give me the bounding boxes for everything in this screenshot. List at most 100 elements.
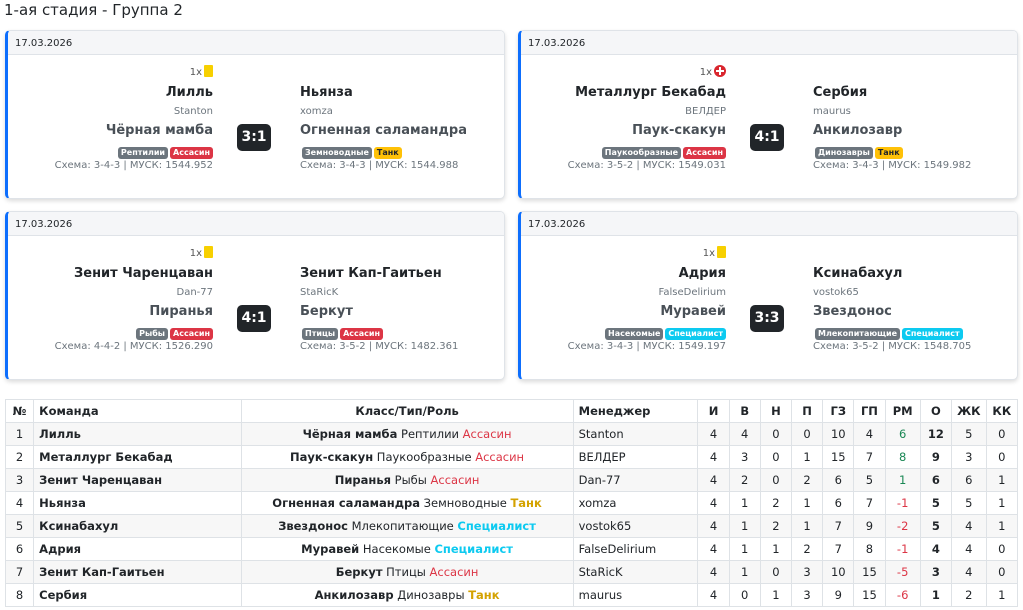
column-header[interactable]: И [697, 399, 730, 423]
badges: Рептилии Ассасин [8, 144, 213, 159]
column-header[interactable]: Менеджер [572, 399, 699, 423]
row-team[interactable]: Ксинабахул [33, 514, 242, 538]
row-type: Насекомые [362, 542, 431, 556]
manager-name[interactable]: vostok65 [813, 287, 859, 298]
row-stat-gd: -1 [884, 491, 921, 515]
match-card[interactable]: 17.03.2026 1x Адрия FalseDelirium Муравей Нас… [518, 211, 1018, 380]
manager-name[interactable]: Stanton [173, 106, 213, 117]
row-team[interactable]: Лилль [33, 422, 242, 446]
column-header[interactable]: № [4, 399, 35, 423]
manager-name[interactable]: xomza [300, 106, 333, 117]
creature-name: Огненная саламандра [300, 123, 467, 138]
team-name[interactable]: Ньянза [300, 85, 353, 100]
table-row[interactable]: 1 Лилль Чёрная мамба Рептилии Ассасин Stant… [4, 422, 1019, 446]
team-name[interactable]: Зенит Кап-Гаитьен [300, 266, 442, 281]
team-name[interactable]: Лилль [165, 85, 213, 100]
row-stat-yc: 5 [950, 422, 987, 446]
row-stat-gd: 6 [884, 422, 921, 446]
row-team[interactable]: Адрия [33, 537, 242, 561]
column-header[interactable]: Команда [33, 399, 242, 423]
column-header[interactable]: ЖК [950, 399, 987, 423]
row-manager[interactable]: Dan-77 [572, 468, 699, 492]
table-row[interactable]: 8 Сербия Анкилозавр Динозавры Танк maurus 4 0… [4, 583, 1019, 607]
row-role: Ассасин [475, 450, 525, 464]
column-header[interactable]: КК [985, 399, 1019, 423]
team-name[interactable]: Адрия [678, 266, 726, 281]
manager-name[interactable]: StaRicK [300, 287, 339, 298]
score-badge[interactable]: 3:3 [750, 305, 784, 332]
score-badge[interactable]: 3:1 [237, 124, 271, 151]
schema-info: Схема: 4-4-2 | МУСК: 1526.290 [54, 341, 213, 352]
row-stat-rc: 0 [985, 422, 1019, 446]
row-class: Анкилозавр Динозавры Танк [240, 583, 574, 607]
row-manager[interactable]: StaRicK [572, 560, 699, 584]
team-name[interactable]: Зенит Чаренцаван [74, 266, 213, 281]
row-stat-yc: 3 [950, 445, 987, 469]
schema-info: Схема: 3-4-3 | МУСК: 1549.982 [813, 160, 972, 171]
score-badge[interactable]: 4:1 [237, 305, 271, 332]
match-date: 17.03.2026 [8, 212, 504, 236]
team-name[interactable]: Металлург Бекабад [575, 85, 726, 100]
row-manager[interactable]: ВЕЛДЕР [572, 445, 699, 469]
row-stat-gf: 7 [822, 514, 855, 538]
row-stat-gf: 15 [822, 445, 855, 469]
row-team[interactable]: Ньянза [33, 491, 242, 515]
creature-name: Муравей [660, 304, 726, 319]
table-row[interactable]: 7 Зенит Кап-Гаитьен Беркут Птицы Ассасин St… [4, 560, 1019, 584]
match-card[interactable]: 17.03.2026 1x Металлург Бекабад ВЕЛДЕР Паук-… [518, 30, 1018, 199]
row-manager[interactable]: vostok65 [572, 514, 699, 538]
row-team[interactable]: Зенит Чаренцаван [33, 468, 242, 492]
row-class: Звездонос Млекопитающие Специалист [240, 514, 574, 538]
row-team[interactable]: Металлург Бекабад [33, 445, 242, 469]
type-badge: Земноводные [302, 147, 372, 159]
row-stat-i: 4 [697, 468, 730, 492]
badges: Динозавры Танк [813, 144, 1017, 159]
row-manager[interactable]: xomza [572, 491, 699, 515]
row-class: Пиранья Рыбы Ассасин [240, 468, 574, 492]
row-manager[interactable]: maurus [572, 583, 699, 607]
manager-name[interactable]: FalseDelirium [658, 287, 726, 298]
row-stat-l: 1 [790, 445, 824, 469]
row-stat-w: 1 [728, 537, 761, 561]
column-header[interactable]: ГП [853, 399, 886, 423]
manager-name[interactable]: maurus [813, 106, 851, 117]
team-name[interactable]: Ксинабахул [813, 266, 903, 281]
column-header[interactable]: Н [759, 399, 792, 423]
row-manager[interactable]: Stanton [572, 422, 699, 446]
manager-name[interactable]: Dan-77 [176, 287, 214, 298]
column-header[interactable]: В [728, 399, 761, 423]
row-team[interactable]: Зенит Кап-Гаитьен [33, 560, 242, 584]
column-header[interactable]: О [919, 399, 952, 423]
row-stat-d: 0 [759, 560, 792, 584]
cards-count-label: 1x [699, 67, 712, 78]
match-card[interactable]: 17.03.2026 1x Лилль Stanton Чёрная мамба Репт… [5, 30, 505, 199]
table-row[interactable]: 6 Адрия Муравей Насекомые Специалист FalseD… [4, 537, 1019, 561]
column-header[interactable]: П [790, 399, 824, 423]
schema-info: Схема: 3-5-2 | МУСК: 1549.031 [567, 160, 726, 171]
row-creature: Паук-скакун [290, 450, 374, 464]
match-card[interactable]: 17.03.2026 1x Зенит Чаренцаван Dan-77 Пирань… [5, 211, 505, 380]
row-creature: Звездонос [278, 519, 348, 533]
table-row[interactable]: 2 Металлург Бекабад Паук-скакун Паукообраз… [4, 445, 1019, 469]
row-stat-ga: 9 [853, 514, 886, 538]
team-name[interactable]: Сербия [813, 85, 868, 100]
creature-name: Паук-скакун [632, 123, 726, 138]
score-badge[interactable]: 4:1 [750, 124, 784, 151]
row-stat-gf: 6 [822, 491, 855, 515]
column-header[interactable]: Класс/Тип/Роль [240, 399, 574, 423]
row-stat-w: 2 [728, 468, 761, 492]
row-team[interactable]: Сербия [33, 583, 242, 607]
cards-count-label: 1x [189, 248, 202, 259]
table-row[interactable]: 4 Ньянза Огненная саламандра Земноводные Т… [4, 491, 1019, 515]
table-row[interactable]: 5 Ксинабахул Звездонос Млекопитающие Специ… [4, 514, 1019, 538]
table-row[interactable]: 3 Зенит Чаренцаван Пиранья Рыбы Ассасин Dan… [4, 468, 1019, 492]
column-header[interactable]: РМ [884, 399, 921, 423]
manager-name[interactable]: ВЕЛДЕР [685, 106, 726, 117]
type-badge: Паукообразные [601, 147, 682, 159]
column-header[interactable]: ГЗ [822, 399, 855, 423]
row-position: 4 [4, 491, 35, 515]
row-stat-yc: 6 [950, 468, 987, 492]
row-manager[interactable]: FalseDelirium [572, 537, 699, 561]
type-badge: Млекопитающие [815, 328, 900, 340]
row-stat-rc: 0 [985, 560, 1019, 584]
